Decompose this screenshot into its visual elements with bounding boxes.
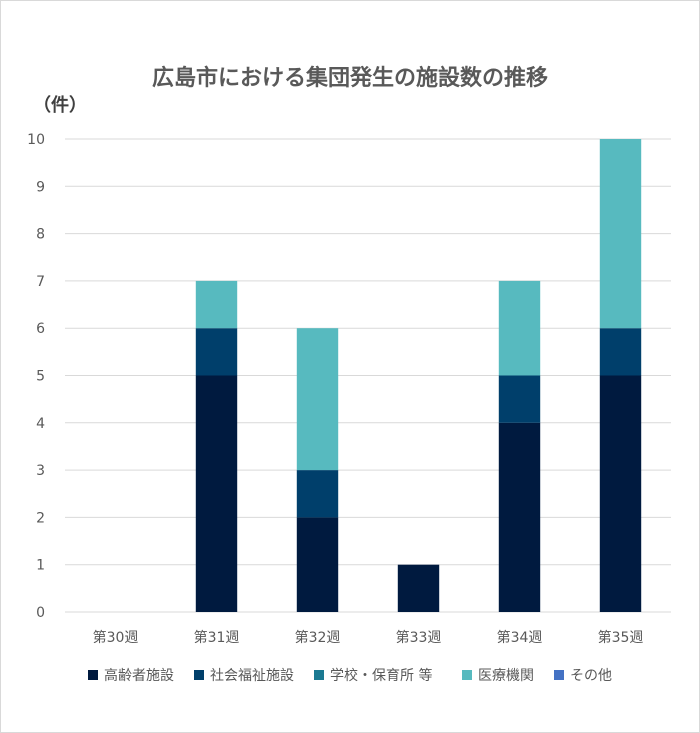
legend-item: 社会福祉施設 xyxy=(194,668,294,684)
bar-segment xyxy=(296,328,339,471)
y-tick-label: 5 xyxy=(36,369,45,385)
x-tick-label: 第32週 xyxy=(295,629,341,646)
legend: 高齢者施設 社会福祉施設 学校・保育所 等 医療機関 その他 xyxy=(88,667,612,684)
x-tick-label: 第33週 xyxy=(396,629,442,646)
bar-segment xyxy=(195,280,238,329)
legend-label: 社会福祉施設 xyxy=(210,668,294,684)
bar-segment xyxy=(397,564,440,612)
x-tick-label: 第34週 xyxy=(497,629,543,646)
y-axis-unit-label: （件） xyxy=(33,94,87,116)
bar-segment xyxy=(195,375,238,612)
y-tick-label: 2 xyxy=(36,510,45,526)
legend-swatch xyxy=(554,670,564,680)
legend-label: 学校・保育所 等 xyxy=(330,667,432,684)
legend-item: 高齢者施設 xyxy=(88,667,174,684)
legend-swatch xyxy=(88,670,98,680)
legend-label: その他 xyxy=(570,668,612,684)
bar-segment xyxy=(599,375,642,612)
x-axis-tick-labels: 第30週 第31週 第32週 第33週 第34週 第35週 xyxy=(93,629,644,646)
legend-item: 学校・保育所 等 xyxy=(314,667,432,684)
bar-segment xyxy=(599,328,642,376)
y-tick-label: 3 xyxy=(36,463,45,479)
chart-title: 広島市における集団発生の施設数の推移 xyxy=(152,65,548,91)
y-tick-label: 6 xyxy=(36,321,45,337)
legend-swatch xyxy=(194,670,204,680)
x-tick-label: 第31週 xyxy=(194,629,240,646)
bar-segment xyxy=(296,517,339,612)
bar-segment xyxy=(195,328,238,376)
legend-label: 医療機関 xyxy=(478,667,534,684)
bar-segment xyxy=(599,139,642,329)
gridlines xyxy=(65,138,671,613)
legend-item: 医療機関 xyxy=(462,667,534,684)
bar-segment xyxy=(498,280,541,376)
x-tick-label: 第35週 xyxy=(598,629,644,646)
x-tick-label: 第30週 xyxy=(93,629,139,646)
bar-segment xyxy=(498,422,541,612)
y-tick-label: 9 xyxy=(36,179,45,195)
bars xyxy=(195,139,642,612)
y-tick-label: 8 xyxy=(36,227,45,243)
legend-label: 高齢者施設 xyxy=(104,667,174,684)
legend-swatch xyxy=(462,670,472,680)
bar-segment xyxy=(296,470,339,518)
legend-swatch xyxy=(314,670,324,680)
y-tick-label: 0 xyxy=(36,605,45,621)
y-tick-label: 10 xyxy=(27,132,45,148)
y-tick-label: 1 xyxy=(36,558,45,574)
legend-item: その他 xyxy=(554,668,612,684)
y-tick-label: 4 xyxy=(36,416,45,432)
bar-segment xyxy=(498,375,541,423)
y-tick-label: 7 xyxy=(36,274,45,290)
y-axis-tick-labels: 0 1 2 3 4 5 6 7 8 9 10 xyxy=(27,132,45,621)
